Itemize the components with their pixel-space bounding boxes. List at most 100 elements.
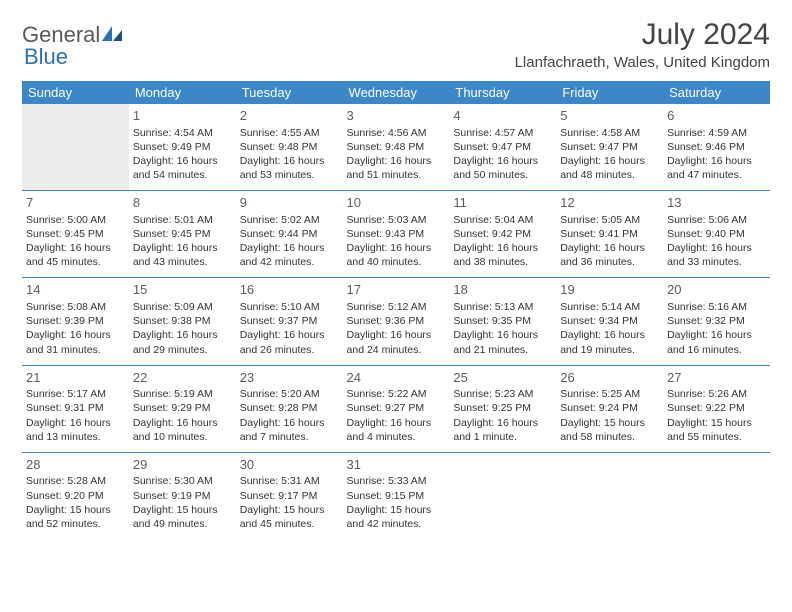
logo-sail-icon (102, 24, 124, 47)
calendar-cell (556, 452, 663, 539)
cell-line: Sunset: 9:45 PM (133, 227, 232, 241)
cell-line: Sunrise: 4:58 AM (560, 126, 659, 140)
cell-line: Daylight: 16 hours and 1 minute. (453, 416, 552, 444)
calendar-cell: 18Sunrise: 5:13 AMSunset: 9:35 PMDayligh… (449, 278, 556, 365)
cell-line: Sunset: 9:37 PM (240, 314, 339, 328)
calendar-cell: 25Sunrise: 5:23 AMSunset: 9:25 PMDayligh… (449, 365, 556, 452)
day-number: 25 (453, 369, 552, 387)
cell-line: Sunset: 9:45 PM (26, 227, 125, 241)
cell-line: Daylight: 15 hours and 49 minutes. (133, 503, 232, 531)
cell-line: Sunset: 9:48 PM (347, 140, 446, 154)
day-number: 27 (667, 369, 766, 387)
day-number: 16 (240, 281, 339, 299)
cell-line: Sunset: 9:34 PM (560, 314, 659, 328)
day-number: 30 (240, 456, 339, 474)
col-monday: Monday (129, 81, 236, 104)
calendar-cell: 9Sunrise: 5:02 AMSunset: 9:44 PMDaylight… (236, 191, 343, 278)
calendar-cell (22, 104, 129, 191)
cell-line: Sunrise: 5:22 AM (347, 387, 446, 401)
calendar-cell: 13Sunrise: 5:06 AMSunset: 9:40 PMDayligh… (663, 191, 770, 278)
col-thursday: Thursday (449, 81, 556, 104)
calendar-cell: 15Sunrise: 5:09 AMSunset: 9:38 PMDayligh… (129, 278, 236, 365)
cell-line: Daylight: 16 hours and 43 minutes. (133, 241, 232, 269)
day-number: 15 (133, 281, 232, 299)
cell-line: Sunrise: 5:06 AM (667, 213, 766, 227)
cell-line: Sunrise: 5:08 AM (26, 300, 125, 314)
cell-line: Daylight: 16 hours and 33 minutes. (667, 241, 766, 269)
calendar-cell: 28Sunrise: 5:28 AMSunset: 9:20 PMDayligh… (22, 452, 129, 539)
calendar-cell: 19Sunrise: 5:14 AMSunset: 9:34 PMDayligh… (556, 278, 663, 365)
day-number: 1 (133, 107, 232, 125)
cell-line: Sunrise: 5:02 AM (240, 213, 339, 227)
calendar-cell: 16Sunrise: 5:10 AMSunset: 9:37 PMDayligh… (236, 278, 343, 365)
cell-line: Sunrise: 5:01 AM (133, 213, 232, 227)
cell-line: Sunrise: 5:23 AM (453, 387, 552, 401)
day-number: 17 (347, 281, 446, 299)
cell-line: Sunset: 9:43 PM (347, 227, 446, 241)
cell-line: Sunset: 9:20 PM (26, 489, 125, 503)
cell-line: Sunrise: 4:59 AM (667, 126, 766, 140)
col-tuesday: Tuesday (236, 81, 343, 104)
cell-line: Sunrise: 5:14 AM (560, 300, 659, 314)
day-number: 20 (667, 281, 766, 299)
cell-line: Daylight: 15 hours and 58 minutes. (560, 416, 659, 444)
day-number: 23 (240, 369, 339, 387)
cell-line: Sunset: 9:32 PM (667, 314, 766, 328)
cell-line: Sunset: 9:27 PM (347, 401, 446, 415)
calendar-row: 7Sunrise: 5:00 AMSunset: 9:45 PMDaylight… (22, 191, 770, 278)
day-number: 2 (240, 107, 339, 125)
cell-line: Sunrise: 5:04 AM (453, 213, 552, 227)
cell-line: Daylight: 16 hours and 50 minutes. (453, 154, 552, 182)
cell-line: Sunrise: 5:09 AM (133, 300, 232, 314)
calendar-cell: 5Sunrise: 4:58 AMSunset: 9:47 PMDaylight… (556, 104, 663, 191)
cell-line: Sunset: 9:46 PM (667, 140, 766, 154)
day-header-row: Sunday Monday Tuesday Wednesday Thursday… (22, 81, 770, 104)
day-number: 7 (26, 194, 125, 212)
cell-line: Sunrise: 5:33 AM (347, 474, 446, 488)
day-number: 31 (347, 456, 446, 474)
cell-line: Sunrise: 4:56 AM (347, 126, 446, 140)
day-number: 22 (133, 369, 232, 387)
cell-line: Sunrise: 5:03 AM (347, 213, 446, 227)
calendar-cell: 8Sunrise: 5:01 AMSunset: 9:45 PMDaylight… (129, 191, 236, 278)
cell-line: Sunrise: 5:31 AM (240, 474, 339, 488)
cell-line: Sunrise: 5:17 AM (26, 387, 125, 401)
cell-line: Sunrise: 5:28 AM (26, 474, 125, 488)
day-number: 14 (26, 281, 125, 299)
cell-line: Sunset: 9:41 PM (560, 227, 659, 241)
cell-line: Daylight: 16 hours and 47 minutes. (667, 154, 766, 182)
col-wednesday: Wednesday (343, 81, 450, 104)
calendar-cell: 20Sunrise: 5:16 AMSunset: 9:32 PMDayligh… (663, 278, 770, 365)
calendar-row: 1Sunrise: 4:54 AMSunset: 9:49 PMDaylight… (22, 104, 770, 191)
day-number: 10 (347, 194, 446, 212)
calendar-cell: 24Sunrise: 5:22 AMSunset: 9:27 PMDayligh… (343, 365, 450, 452)
cell-line: Daylight: 16 hours and 42 minutes. (240, 241, 339, 269)
calendar-row: 14Sunrise: 5:08 AMSunset: 9:39 PMDayligh… (22, 278, 770, 365)
cell-line: Daylight: 15 hours and 55 minutes. (667, 416, 766, 444)
cell-line: Daylight: 16 hours and 48 minutes. (560, 154, 659, 182)
calendar-cell: 14Sunrise: 5:08 AMSunset: 9:39 PMDayligh… (22, 278, 129, 365)
day-number: 11 (453, 194, 552, 212)
cell-line: Daylight: 16 hours and 24 minutes. (347, 328, 446, 356)
cell-line: Sunrise: 4:54 AM (133, 126, 232, 140)
cell-line: Sunset: 9:47 PM (453, 140, 552, 154)
cell-line: Sunset: 9:31 PM (26, 401, 125, 415)
cell-line: Sunset: 9:15 PM (347, 489, 446, 503)
cell-line: Sunset: 9:42 PM (453, 227, 552, 241)
cell-line: Sunset: 9:29 PM (133, 401, 232, 415)
calendar-cell: 10Sunrise: 5:03 AMSunset: 9:43 PMDayligh… (343, 191, 450, 278)
day-number: 26 (560, 369, 659, 387)
cell-line: Daylight: 16 hours and 36 minutes. (560, 241, 659, 269)
cell-line: Sunset: 9:38 PM (133, 314, 232, 328)
cell-line: Sunrise: 5:20 AM (240, 387, 339, 401)
cell-line: Sunrise: 5:12 AM (347, 300, 446, 314)
calendar-row: 21Sunrise: 5:17 AMSunset: 9:31 PMDayligh… (22, 365, 770, 452)
cell-line: Daylight: 16 hours and 54 minutes. (133, 154, 232, 182)
cell-line: Sunrise: 5:30 AM (133, 474, 232, 488)
day-number: 3 (347, 107, 446, 125)
cell-line: Sunset: 9:44 PM (240, 227, 339, 241)
day-number: 12 (560, 194, 659, 212)
cell-line: Sunset: 9:48 PM (240, 140, 339, 154)
cell-line: Daylight: 16 hours and 10 minutes. (133, 416, 232, 444)
calendar-cell (663, 452, 770, 539)
